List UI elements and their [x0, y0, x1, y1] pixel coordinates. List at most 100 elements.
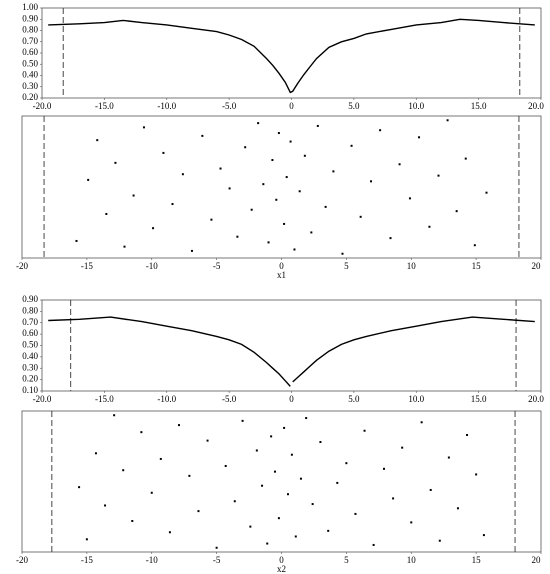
- x-tick-label: 10: [407, 261, 417, 271]
- point: [140, 431, 143, 434]
- point: [286, 493, 289, 496]
- x-tick-label: -20: [16, 555, 28, 565]
- point: [241, 419, 244, 422]
- point: [354, 512, 357, 515]
- point: [305, 417, 308, 420]
- point: [293, 248, 296, 251]
- point: [210, 218, 213, 221]
- point: [370, 180, 373, 183]
- x-tick-label: -15.0: [95, 394, 114, 404]
- y-tick-label: 0.40: [22, 351, 38, 361]
- point: [298, 190, 301, 193]
- point: [105, 212, 108, 215]
- y-tick-label: 0.10: [22, 385, 38, 395]
- point: [181, 173, 184, 176]
- point: [188, 474, 191, 477]
- point: [233, 500, 236, 503]
- x-tick-label: 10: [407, 555, 417, 565]
- point: [201, 134, 204, 137]
- y-tick-label: 0.80: [22, 25, 38, 35]
- y-tick-label: 0.90: [22, 13, 38, 23]
- point: [171, 203, 174, 206]
- y-tick-label: 0.40: [22, 70, 38, 80]
- point: [190, 249, 193, 252]
- x-tick-label: 10.0: [408, 101, 424, 111]
- point: [142, 126, 145, 129]
- x-tick-label: -15: [81, 555, 93, 565]
- x-tick-label: -5: [213, 555, 221, 565]
- point: [261, 484, 264, 487]
- point: [401, 446, 404, 449]
- point: [398, 163, 401, 166]
- plot-frame: [21, 115, 542, 259]
- point: [359, 215, 362, 218]
- x-tick-label: 20.0: [528, 394, 544, 404]
- x-tick-label: -20.0: [33, 394, 52, 404]
- point: [113, 414, 116, 417]
- point: [75, 239, 78, 242]
- point: [473, 244, 476, 247]
- x-tick-label: -20.0: [33, 101, 52, 111]
- point: [78, 486, 81, 489]
- point: [277, 132, 280, 135]
- point: [455, 210, 458, 213]
- point: [363, 429, 366, 432]
- x-tick-label: 0: [279, 555, 284, 565]
- point: [277, 517, 280, 520]
- point: [249, 525, 252, 528]
- point: [482, 534, 485, 537]
- point: [341, 252, 344, 255]
- x-tick-label: -20: [16, 261, 28, 271]
- plot-frame: [41, 299, 542, 392]
- x-tick-label: -10: [146, 555, 158, 565]
- point: [132, 194, 135, 197]
- point: [485, 191, 488, 194]
- point: [122, 469, 125, 472]
- point: [224, 464, 227, 467]
- point: [303, 154, 306, 157]
- point: [197, 510, 200, 513]
- point: [456, 507, 459, 510]
- point: [131, 519, 134, 522]
- point: [123, 245, 126, 248]
- point: [85, 538, 88, 541]
- point: [285, 176, 288, 179]
- point: [408, 197, 411, 200]
- point: [410, 521, 413, 524]
- point: [311, 503, 314, 506]
- point: [447, 456, 450, 459]
- point: [244, 146, 247, 149]
- point: [294, 535, 297, 538]
- point: [316, 124, 319, 127]
- point: [168, 531, 171, 534]
- point: [475, 473, 478, 476]
- x-tick-label: 20: [532, 261, 542, 271]
- y-tick-label: 0.60: [22, 328, 38, 338]
- x-tick-label: 0: [279, 261, 284, 271]
- point: [379, 129, 382, 132]
- point: [257, 122, 260, 125]
- point: [150, 491, 153, 494]
- x-tick-label: -5: [213, 261, 221, 271]
- point: [96, 139, 99, 142]
- point: [310, 231, 313, 234]
- point: [159, 457, 162, 460]
- x-tick-label: 15: [472, 555, 482, 565]
- x-tick-label: 20: [532, 555, 542, 565]
- point: [336, 481, 339, 484]
- point: [94, 452, 97, 455]
- y-tick-label: 0.20: [22, 374, 38, 384]
- line-series: [48, 18, 535, 94]
- x-tick-label: 15.0: [471, 101, 487, 111]
- x-tick-label: 20.0: [528, 101, 544, 111]
- point: [255, 449, 258, 452]
- point: [270, 435, 273, 438]
- y-tick-label: 1.00: [22, 2, 38, 12]
- x-tick-label: 5.0: [348, 394, 360, 404]
- x-tick-label: -10.0: [157, 101, 176, 111]
- x-axis-label: x1: [277, 270, 286, 280]
- x-tick-label: -5.0: [222, 394, 237, 404]
- point: [236, 235, 239, 238]
- point: [275, 198, 278, 201]
